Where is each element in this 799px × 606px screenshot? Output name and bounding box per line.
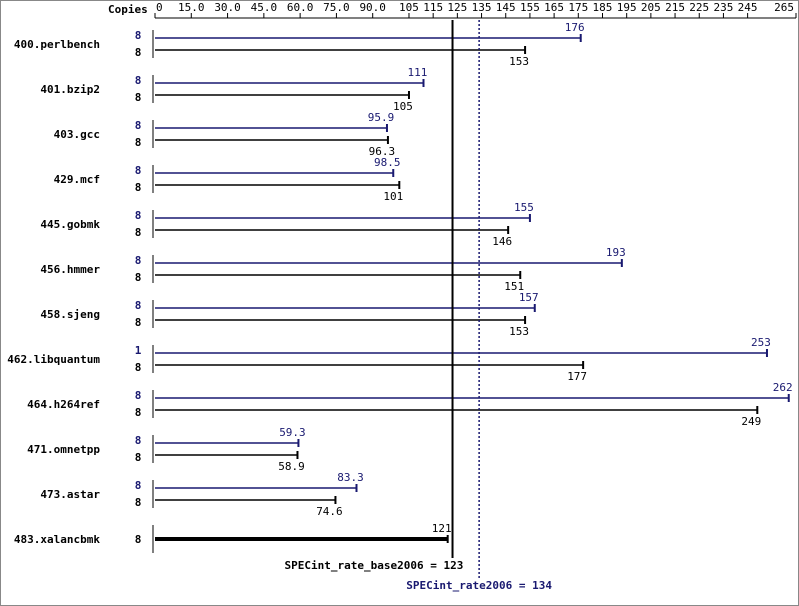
copies-label: 8 [135, 533, 142, 546]
x-tick-label: 135 [472, 1, 492, 14]
benchmark-label: 445.gobmk [40, 218, 100, 231]
copies-label: 8 [135, 209, 142, 222]
copies-label: 8 [135, 119, 142, 132]
x-tick-label: 205 [641, 1, 661, 14]
copies-label: 1 [135, 344, 142, 357]
copies-header: Copies [108, 3, 148, 16]
value-label: 74.6 [316, 505, 343, 518]
value-label: 193 [606, 246, 626, 259]
copies-label: 8 [135, 479, 142, 492]
x-tick-label: 0 [156, 1, 163, 14]
benchmark-label: 456.hmmer [40, 263, 100, 276]
value-label: 59.3 [279, 426, 306, 439]
copies-label: 8 [135, 406, 142, 419]
x-tick-label: 75.0 [323, 1, 350, 14]
x-tick-label: 195 [617, 1, 637, 14]
copies-label: 8 [135, 299, 142, 312]
copies-label: 8 [135, 389, 142, 402]
benchmark-label: 429.mcf [54, 173, 100, 186]
value-label: 83.3 [337, 471, 364, 484]
copies-label: 8 [135, 29, 142, 42]
value-label: 58.9 [278, 460, 305, 473]
copies-label: 8 [135, 451, 142, 464]
benchmark-label: 462.libquantum [7, 353, 100, 366]
benchmark-label: 458.sjeng [40, 308, 100, 321]
copies-label: 8 [135, 496, 142, 509]
x-tick-label: 155 [520, 1, 540, 14]
value-label: 157 [519, 291, 539, 304]
benchmark-label: 401.bzip2 [40, 83, 100, 96]
value-label: 146 [492, 235, 512, 248]
value-label: 96.3 [369, 145, 396, 158]
x-tick-label: 245 [738, 1, 758, 14]
value-label: 262 [773, 381, 793, 394]
copies-label: 8 [135, 136, 142, 149]
value-label: 153 [509, 55, 529, 68]
x-tick-label: 145 [496, 1, 516, 14]
x-tick-label: 235 [713, 1, 733, 14]
x-tick-label: 105 [399, 1, 419, 14]
copies-label: 8 [135, 164, 142, 177]
value-label: 95.9 [368, 111, 395, 124]
copies-label: 8 [135, 226, 142, 239]
value-label: 151 [504, 280, 524, 293]
benchmark-label: 483.xalancbmk [14, 533, 100, 546]
copies-label: 8 [135, 316, 142, 329]
x-tick-label: 265 [774, 1, 794, 14]
x-tick-label: 60.0 [287, 1, 314, 14]
copies-label: 8 [135, 74, 142, 87]
value-label: 249 [741, 415, 761, 428]
copies-label: 8 [135, 91, 142, 104]
benchmark-label: 403.gcc [54, 128, 100, 141]
benchmark-label: 473.astar [40, 488, 100, 501]
copies-label: 8 [135, 361, 142, 374]
benchmark-label: 464.h264ref [27, 398, 100, 411]
reference-label: SPECint_rate2006 = 134 [406, 579, 552, 592]
value-label: 153 [509, 325, 529, 338]
x-tick-label: 225 [689, 1, 709, 14]
x-tick-label: 45.0 [251, 1, 278, 14]
x-tick-label: 125 [447, 1, 467, 14]
value-label: 105 [393, 100, 413, 113]
copies-label: 8 [135, 254, 142, 267]
x-tick-label: 90.0 [359, 1, 386, 14]
value-label: 253 [751, 336, 771, 349]
x-tick-label: 30.0 [214, 1, 241, 14]
x-tick-label: 175 [568, 1, 588, 14]
copies-label: 8 [135, 271, 142, 284]
copies-label: 8 [135, 46, 142, 59]
value-label: 111 [408, 66, 428, 79]
value-label: 155 [514, 201, 534, 214]
x-tick-label: 215 [665, 1, 685, 14]
reference-label: SPECint_rate_base2006 = 123 [285, 559, 464, 572]
value-label: 177 [567, 370, 587, 383]
x-tick-label: 185 [593, 1, 613, 14]
benchmark-label: 471.omnetpp [27, 443, 100, 456]
copies-label: 8 [135, 434, 142, 447]
benchmark-label: 400.perlbench [14, 38, 100, 51]
value-label: 101 [383, 190, 403, 203]
value-label: 98.5 [374, 156, 401, 169]
x-tick-label: 115 [423, 1, 443, 14]
copies-label: 8 [135, 181, 142, 194]
value-label: 121 [432, 522, 452, 535]
x-tick-label: 15.0 [178, 1, 205, 14]
x-tick-label: 165 [544, 1, 564, 14]
value-label: 176 [565, 21, 585, 34]
